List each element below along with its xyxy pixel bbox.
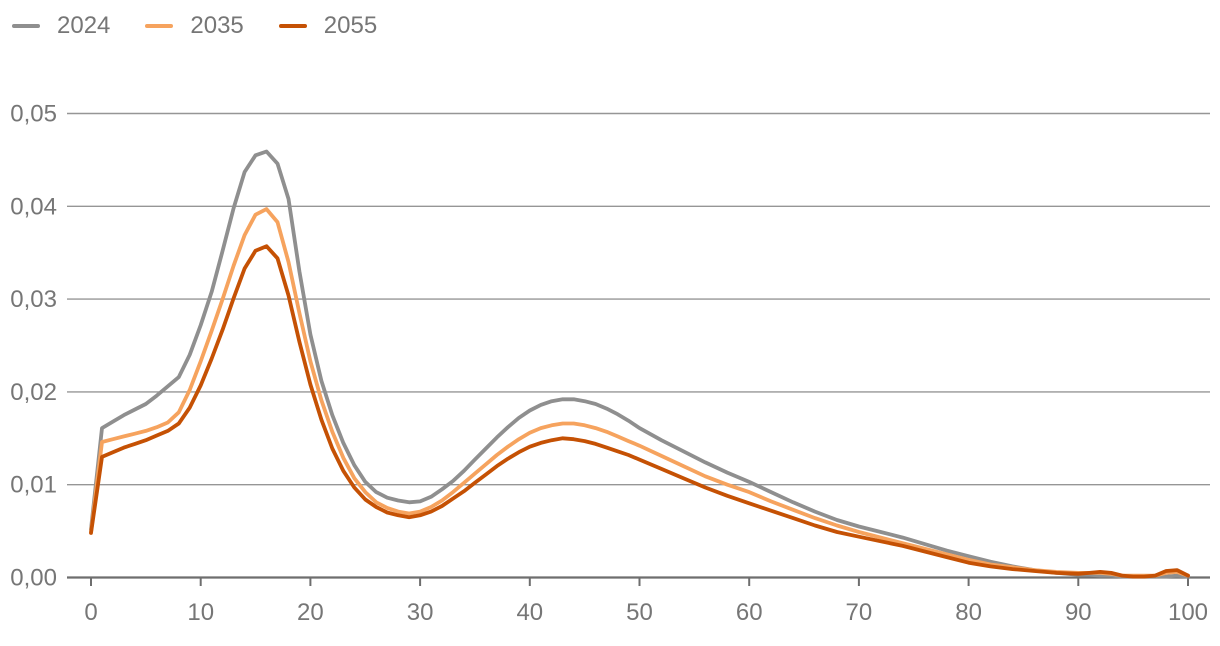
x-axis-tick-label: 60 — [736, 599, 763, 626]
x-axis-tick-label: 100 — [1168, 599, 1208, 626]
x-axis-tick-label: 80 — [955, 599, 982, 626]
legend-swatch-2024 — [12, 23, 40, 29]
legend-item-2055: 2055 — [278, 12, 378, 39]
y-axis-tick-label: 0,03 — [10, 286, 57, 313]
x-axis-tick-label: 10 — [187, 599, 214, 626]
legend-swatch-2055 — [278, 23, 307, 29]
chart-legend: 2024 2035 2055 — [12, 14, 377, 38]
y-axis-tick-label: 0,02 — [10, 379, 57, 406]
legend-label-2035: 2035 — [190, 12, 244, 39]
x-axis-tick-label: 30 — [407, 599, 434, 626]
legend-label-2024: 2024 — [57, 12, 111, 39]
series-line-2055 — [89, 244, 1190, 579]
y-axis-tick-label: 0,01 — [10, 472, 57, 499]
x-axis-tick-label: 20 — [297, 599, 324, 626]
y-axis-tick-label: 0,00 — [10, 565, 57, 592]
x-axis-tick-label: 50 — [626, 599, 653, 626]
x-axis-tick-label: 40 — [516, 599, 543, 626]
legend-item-2035: 2035 — [145, 12, 244, 39]
legend-label-2055: 2055 — [323, 12, 378, 39]
y-axis-tick-label: 0,05 — [10, 101, 57, 128]
legend-item-2024: 2024 — [12, 14, 110, 38]
x-axis-tick-label: 0 — [84, 599, 97, 626]
x-axis-tick-label: 70 — [846, 599, 873, 626]
x-axis-tick-label: 90 — [1065, 599, 1092, 626]
y-axis-tick-label: 0,04 — [10, 193, 57, 220]
legend-swatch-2035 — [145, 23, 174, 29]
